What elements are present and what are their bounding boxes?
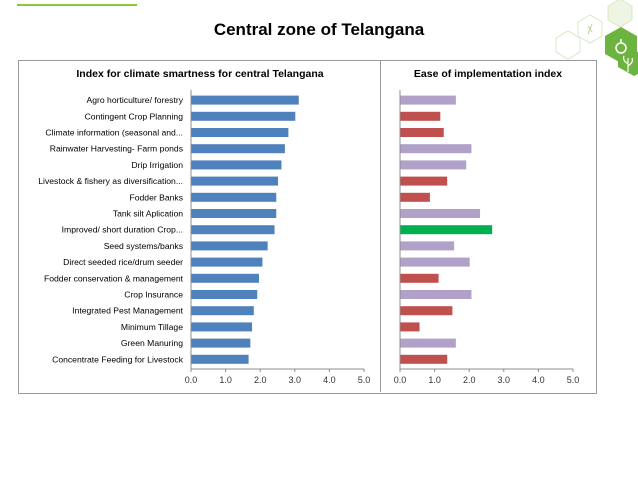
climate-category-label: Livestock & fishery as diversification..… [38, 176, 183, 186]
climate-category-label: Concentrate Feeding for Livestock [52, 354, 184, 364]
climate-bar [191, 322, 253, 332]
ease-bar [400, 241, 455, 251]
ease-bar [400, 290, 472, 299]
ease-bar [400, 257, 470, 267]
climate-bar [191, 354, 249, 364]
climate-tick-label: 4.0 [323, 375, 336, 385]
hexagon-sparkle-icon [587, 23, 593, 35]
climate-category-label: Direct seeded rice/drum seeder [63, 257, 183, 267]
climate-bar [191, 192, 277, 202]
hexagon-outline-icon [555, 30, 581, 60]
climate-bar [191, 128, 289, 137]
ease-bar [400, 306, 453, 316]
chart-frame [18, 60, 597, 394]
ease-bar [400, 160, 467, 170]
climate-category-label: Fodder Banks [129, 192, 183, 202]
climate-bar [191, 257, 263, 267]
chart-divider [380, 60, 381, 392]
ease-bar [400, 354, 448, 364]
ease-tick-label: 2.0 [463, 375, 476, 385]
climate-bar [191, 176, 278, 186]
ease-bar [400, 176, 448, 186]
climate-bar [191, 306, 254, 316]
accent-line [17, 4, 137, 6]
climate-bar [191, 241, 268, 251]
climate-category-label: Tank silt Aplication [113, 209, 183, 219]
climate-category-label: Integrated Pest Management [72, 306, 183, 316]
climate-category-label: Fodder conservation & management [44, 273, 184, 283]
decorative-hexagon-icons [555, 0, 638, 76]
climate-category-label: Seed systems/banks [104, 241, 183, 251]
climate-bar [191, 144, 285, 154]
climate-bar [191, 290, 258, 299]
climate-category-label: Rainwater Harvesting- Farm ponds [50, 144, 183, 154]
ease-tick-label: 3.0 [498, 375, 511, 385]
ease-chart-title: Ease of implementation index [414, 68, 562, 80]
hexagon-outline-icon [607, 0, 633, 28]
climate-tick-label: 5.0 [358, 375, 371, 385]
hexagon-outline-icon [577, 14, 603, 44]
climate-tick-label: 0.0 [185, 375, 198, 385]
ease-bar [400, 128, 444, 137]
ease-bar [400, 144, 472, 154]
climate-category-label: Green Manuring [121, 338, 183, 348]
climate-category-label: Agro horticulture/ forestry [87, 95, 184, 105]
climate-category-label: Contingent Crop Planning [85, 111, 184, 121]
ease-bar [400, 209, 481, 218]
ease-bar [400, 225, 493, 235]
page-title: Central zone of Telangana [213, 20, 425, 39]
climate-chart-title: Index for climate smartness for central … [76, 68, 323, 80]
ease-tick-label: 4.0 [532, 375, 545, 385]
ease-tick-label: 5.0 [567, 375, 580, 385]
climate-bar [191, 338, 251, 348]
ease-bar [400, 273, 439, 283]
ease-bar [400, 192, 430, 202]
climate-category-label: Drip Irrigation [131, 160, 183, 170]
climate-bar [191, 225, 275, 235]
ease-tick-label: 1.0 [428, 375, 441, 385]
climate-bar [191, 111, 296, 121]
climate-category-label: Improved/ short duration Crop... [62, 225, 183, 235]
climate-category-label: Minimum Tillage [121, 322, 183, 332]
climate-category-label: Climate information (seasonal and... [45, 128, 183, 138]
climate-category-label: Crop Insurance [124, 290, 183, 300]
climate-bar [191, 95, 299, 105]
ease-bar [400, 95, 456, 105]
climate-tick-label: 3.0 [289, 375, 302, 385]
climate-tick-label: 2.0 [254, 375, 267, 385]
climate-bar [191, 273, 259, 283]
ease-bar [400, 338, 456, 348]
climate-bar [191, 160, 282, 170]
ease-bar [400, 111, 441, 121]
ease-tick-label: 0.0 [394, 375, 407, 385]
ease-bar [400, 322, 420, 332]
climate-bar [191, 209, 277, 218]
climate-tick-label: 1.0 [219, 375, 232, 385]
